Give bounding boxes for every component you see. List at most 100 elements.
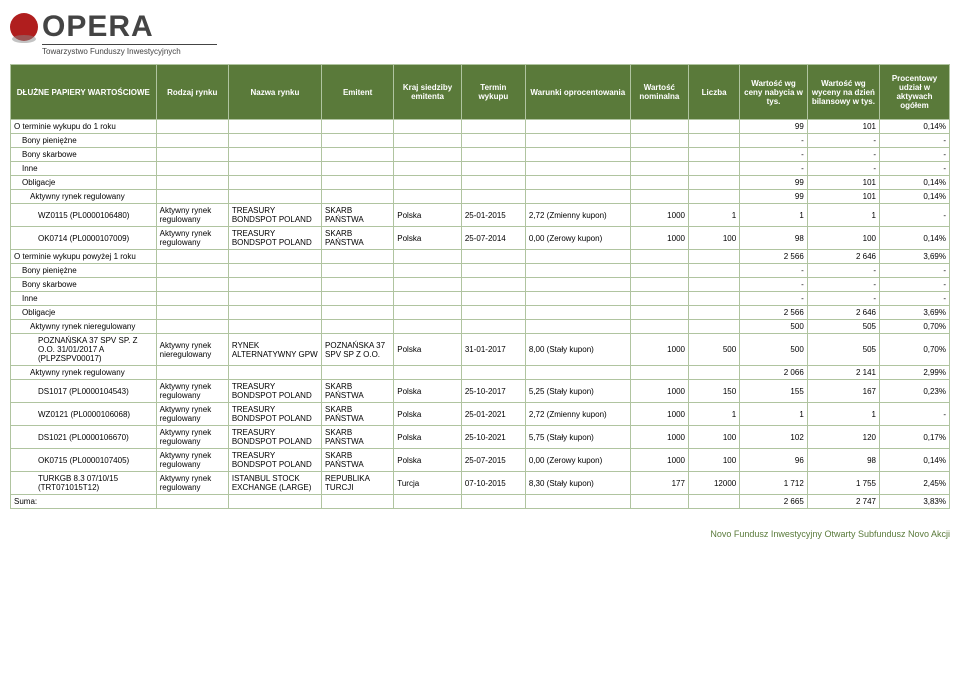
table-cell: 505 <box>807 334 879 366</box>
column-header: Kraj siedziby emitenta <box>394 65 462 120</box>
table-cell: 12000 <box>688 472 739 495</box>
table-cell: Aktywny rynek regulowany <box>156 403 228 426</box>
table-cell: WZ0115 (PL0000106480) <box>11 204 157 227</box>
table-cell: - <box>880 204 950 227</box>
table-cell: 0,14% <box>880 449 950 472</box>
table-cell: 2 566 <box>740 306 808 320</box>
table-cell <box>688 264 739 278</box>
table-cell: 0,14% <box>880 120 950 134</box>
logo-block: OPERA Towarzystwo Funduszy Inwestycyjnyc… <box>10 10 950 56</box>
table-cell: - <box>807 134 879 148</box>
table-cell: - <box>740 292 808 306</box>
table-cell <box>228 120 321 134</box>
table-cell: 102 <box>740 426 808 449</box>
table-cell: - <box>740 264 808 278</box>
table-cell: REPUBLIKA TURCJI <box>322 472 394 495</box>
table-cell: 31-01-2017 <box>461 334 525 366</box>
table-cell <box>322 495 394 509</box>
table-cell: Polska <box>394 380 462 403</box>
table-cell <box>688 250 739 264</box>
table-cell: - <box>740 134 808 148</box>
table-cell <box>156 292 228 306</box>
column-header: Wartość wg wyceny na dzień bilansowy w t… <box>807 65 879 120</box>
table-cell <box>322 162 394 176</box>
table-cell: 3,69% <box>880 250 950 264</box>
table-cell: 0,00 (Zerowy kupon) <box>525 449 630 472</box>
table-cell <box>630 495 688 509</box>
table-cell <box>322 134 394 148</box>
table-cell <box>461 250 525 264</box>
table-cell: 150 <box>688 380 739 403</box>
table-cell: - <box>807 148 879 162</box>
table-cell: Bony skarbowe <box>11 148 157 162</box>
table-cell: 8,00 (Stały kupon) <box>525 334 630 366</box>
column-header: Warunki oprocentowania <box>525 65 630 120</box>
table-cell <box>228 190 321 204</box>
table-cell <box>322 176 394 190</box>
table-cell: Bony skarbowe <box>11 278 157 292</box>
table-cell: Inne <box>11 162 157 176</box>
table-cell <box>630 278 688 292</box>
securities-table: DŁUŻNE PAPIERY WARTOŚCIOWERodzaj rynkuNa… <box>10 64 950 509</box>
table-cell: POZNAŃSKA 37 SPV SP Z O.O. <box>322 334 394 366</box>
table-cell: 07-10-2015 <box>461 472 525 495</box>
table-cell: 1000 <box>630 204 688 227</box>
table-cell <box>394 120 462 134</box>
table-cell: Aktywny rynek nieregulowany <box>156 334 228 366</box>
table-cell <box>525 190 630 204</box>
column-header: Nazwa rynku <box>228 65 321 120</box>
table-cell <box>525 250 630 264</box>
table-cell: 0,14% <box>880 227 950 250</box>
table-cell <box>156 278 228 292</box>
table-cell <box>228 306 321 320</box>
table-cell <box>630 366 688 380</box>
table-cell: Aktywny rynek nieregulowany <box>11 320 157 334</box>
table-cell <box>688 120 739 134</box>
table-cell <box>688 134 739 148</box>
table-cell: OK0715 (PL0000107405) <box>11 449 157 472</box>
table-cell: TREASURY BONDSPOT POLAND <box>228 204 321 227</box>
column-header: DŁUŻNE PAPIERY WARTOŚCIOWE <box>11 65 157 120</box>
table-row: Bony pieniężne--- <box>11 264 950 278</box>
table-cell: SKARB PAŃSTWA <box>322 449 394 472</box>
table-cell: 505 <box>807 320 879 334</box>
table-cell: 1 <box>740 204 808 227</box>
table-cell: 0,17% <box>880 426 950 449</box>
table-cell: Polska <box>394 204 462 227</box>
table-cell: TREASURY BONDSPOT POLAND <box>228 403 321 426</box>
table-cell: - <box>740 162 808 176</box>
table-cell <box>228 278 321 292</box>
table-cell: 99 <box>740 176 808 190</box>
table-cell: 2 066 <box>740 366 808 380</box>
column-header: Emitent <box>322 65 394 120</box>
logo-subtitle: Towarzystwo Funduszy Inwestycyjnych <box>42 44 217 56</box>
table-cell: 1000 <box>630 426 688 449</box>
table-cell <box>688 292 739 306</box>
table-cell: 500 <box>740 320 808 334</box>
table-cell: - <box>740 278 808 292</box>
table-row: Inne--- <box>11 292 950 306</box>
table-cell: WZ0121 (PL0000106068) <box>11 403 157 426</box>
table-cell <box>525 176 630 190</box>
table-cell <box>394 306 462 320</box>
table-cell <box>228 134 321 148</box>
table-cell <box>322 366 394 380</box>
table-row: Bony skarbowe--- <box>11 148 950 162</box>
table-row: Aktywny rynek nieregulowany5005050,70% <box>11 320 950 334</box>
table-cell: - <box>807 292 879 306</box>
table-cell: Inne <box>11 292 157 306</box>
page-footer: Novo Fundusz Inwestycyjny Otwarty Subfun… <box>10 529 950 539</box>
table-cell <box>156 366 228 380</box>
table-cell: Polska <box>394 449 462 472</box>
table-row: POZNAŃSKA 37 SPV SP. Z O.O. 31/01/2017 A… <box>11 334 950 366</box>
table-cell: SKARB PAŃSTWA <box>322 426 394 449</box>
table-cell <box>394 190 462 204</box>
table-cell <box>688 320 739 334</box>
table-cell: Aktywny rynek regulowany <box>156 426 228 449</box>
table-cell <box>525 134 630 148</box>
table-cell: Aktywny rynek regulowany <box>156 204 228 227</box>
table-cell <box>525 278 630 292</box>
table-cell: 2,45% <box>880 472 950 495</box>
table-cell <box>228 162 321 176</box>
table-cell <box>394 366 462 380</box>
